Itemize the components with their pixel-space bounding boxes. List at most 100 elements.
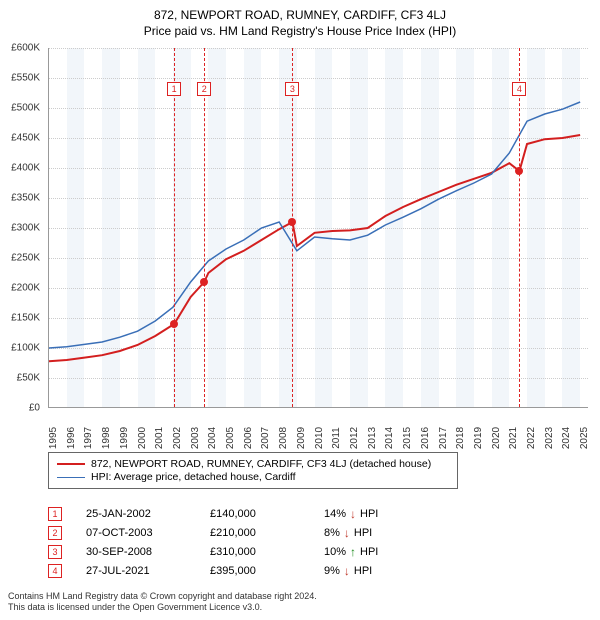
x-tick-label: 2013 bbox=[367, 427, 378, 449]
chart-lines-svg bbox=[49, 48, 588, 407]
event-pct: 14% ↓ HPI bbox=[324, 507, 434, 521]
event-price: £210,000 bbox=[210, 527, 300, 539]
x-tick-label: 2017 bbox=[438, 427, 449, 449]
x-tick-label: 2005 bbox=[225, 427, 236, 449]
marker-dot bbox=[515, 167, 523, 175]
y-tick-label: £100K bbox=[11, 343, 40, 354]
y-tick-label: £150K bbox=[11, 313, 40, 324]
x-tick-label: 2010 bbox=[314, 427, 325, 449]
arrow-up-icon: ↑ bbox=[350, 545, 356, 559]
marker-box: 2 bbox=[197, 82, 211, 96]
legend-swatch bbox=[57, 477, 85, 478]
x-tick-label: 1998 bbox=[101, 427, 112, 449]
event-number-box: 3 bbox=[48, 545, 62, 559]
legend-label: HPI: Average price, detached house, Card… bbox=[91, 471, 296, 483]
y-tick-label: £300K bbox=[11, 223, 40, 234]
legend-item: HPI: Average price, detached house, Card… bbox=[57, 471, 449, 483]
event-row: 1 25-JAN-2002 £140,000 14% ↓ HPI bbox=[48, 507, 434, 521]
x-axis: 1995 1996 1997 1998 1999 2000 2001 2002 2003 2004… bbox=[48, 410, 588, 450]
x-tick-label: 2021 bbox=[508, 427, 519, 449]
event-date: 07-OCT-2003 bbox=[86, 527, 186, 539]
x-tick-label: 2022 bbox=[526, 427, 537, 449]
legend-item: 872, NEWPORT ROAD, RUMNEY, CARDIFF, CF3 … bbox=[57, 458, 449, 470]
chart-plot-area: 1 2 3 4 bbox=[48, 48, 588, 408]
x-tick-label: 2001 bbox=[154, 427, 165, 449]
event-price: £310,000 bbox=[210, 546, 300, 558]
x-tick-label: 2020 bbox=[491, 427, 502, 449]
event-pct: 8% ↓ HPI bbox=[324, 526, 434, 540]
chart-legend: 872, NEWPORT ROAD, RUMNEY, CARDIFF, CF3 … bbox=[48, 452, 458, 489]
footer-attribution: Contains HM Land Registry data © Crown c… bbox=[8, 591, 317, 614]
marker-dot bbox=[170, 320, 178, 328]
x-tick-label: 2002 bbox=[172, 427, 183, 449]
y-tick-label: £200K bbox=[11, 283, 40, 294]
x-tick-label: 2011 bbox=[331, 427, 342, 449]
x-tick-label: 2003 bbox=[190, 427, 201, 449]
x-tick-label: 2024 bbox=[561, 427, 572, 449]
x-tick-label: 2009 bbox=[296, 427, 307, 449]
event-date: 27-JUL-2021 bbox=[86, 565, 186, 577]
y-tick-label: £450K bbox=[11, 133, 40, 144]
y-axis: £0£50K£100K£150K£200K£250K£300K£350K£400… bbox=[0, 48, 44, 408]
x-tick-label: 2014 bbox=[384, 427, 395, 449]
chart-header: 872, NEWPORT ROAD, RUMNEY, CARDIFF, CF3 … bbox=[0, 0, 600, 42]
marker-line bbox=[519, 48, 520, 407]
y-tick-label: £0 bbox=[29, 403, 40, 414]
chart-title: 872, NEWPORT ROAD, RUMNEY, CARDIFF, CF3 … bbox=[0, 8, 600, 22]
event-price: £395,000 bbox=[210, 565, 300, 577]
y-tick-label: £250K bbox=[11, 253, 40, 264]
legend-label: 872, NEWPORT ROAD, RUMNEY, CARDIFF, CF3 … bbox=[91, 458, 431, 470]
event-row: 3 30-SEP-2008 £310,000 10% ↑ HPI bbox=[48, 545, 434, 559]
marker-box: 4 bbox=[512, 82, 526, 96]
footer-line1: Contains HM Land Registry data © Crown c… bbox=[8, 591, 317, 603]
event-price: £140,000 bbox=[210, 508, 300, 520]
x-tick-label: 1996 bbox=[66, 427, 77, 449]
x-tick-label: 2015 bbox=[402, 427, 413, 449]
x-tick-label: 2012 bbox=[349, 427, 360, 449]
x-tick-label: 2019 bbox=[473, 427, 484, 449]
x-tick-label: 2008 bbox=[278, 427, 289, 449]
legend-swatch bbox=[57, 463, 85, 465]
x-tick-label: 2006 bbox=[243, 427, 254, 449]
event-date: 25-JAN-2002 bbox=[86, 508, 186, 520]
x-tick-label: 2025 bbox=[579, 427, 590, 449]
y-tick-label: £400K bbox=[11, 163, 40, 174]
event-row: 2 07-OCT-2003 £210,000 8% ↓ HPI bbox=[48, 526, 434, 540]
series-line-property bbox=[49, 135, 580, 361]
marker-dot bbox=[200, 278, 208, 286]
x-tick-label: 2000 bbox=[137, 427, 148, 449]
marker-line bbox=[204, 48, 205, 407]
y-tick-label: £500K bbox=[11, 103, 40, 114]
events-table: 1 25-JAN-2002 £140,000 14% ↓ HPI 2 07-OCT-200… bbox=[48, 502, 434, 583]
event-number-box: 1 bbox=[48, 507, 62, 521]
x-tick-label: 1999 bbox=[119, 427, 130, 449]
y-tick-label: £350K bbox=[11, 193, 40, 204]
x-tick-label: 1997 bbox=[83, 427, 94, 449]
marker-box: 1 bbox=[167, 82, 181, 96]
event-row: 4 27-JUL-2021 £395,000 9% ↓ HPI bbox=[48, 564, 434, 578]
x-tick-label: 1995 bbox=[48, 427, 59, 449]
event-pct: 9% ↓ HPI bbox=[324, 564, 434, 578]
event-pct: 10% ↑ HPI bbox=[324, 545, 434, 559]
marker-line bbox=[174, 48, 175, 407]
y-tick-label: £50K bbox=[17, 373, 40, 384]
chart-subtitle: Price paid vs. HM Land Registry's House … bbox=[0, 24, 600, 38]
marker-line bbox=[292, 48, 293, 407]
x-tick-label: 2016 bbox=[420, 427, 431, 449]
x-tick-label: 2007 bbox=[260, 427, 271, 449]
arrow-down-icon: ↓ bbox=[350, 507, 356, 521]
x-tick-label: 2004 bbox=[207, 427, 218, 449]
marker-dot bbox=[288, 218, 296, 226]
footer-line2: This data is licensed under the Open Gov… bbox=[8, 602, 317, 614]
y-tick-label: £600K bbox=[11, 43, 40, 54]
x-tick-label: 2023 bbox=[544, 427, 555, 449]
y-tick-label: £550K bbox=[11, 73, 40, 84]
event-number-box: 4 bbox=[48, 564, 62, 578]
arrow-down-icon: ↓ bbox=[344, 526, 350, 540]
event-number-box: 2 bbox=[48, 526, 62, 540]
series-line-hpi bbox=[49, 102, 580, 348]
arrow-down-icon: ↓ bbox=[344, 564, 350, 578]
x-tick-label: 2018 bbox=[455, 427, 466, 449]
event-date: 30-SEP-2008 bbox=[86, 546, 186, 558]
marker-box: 3 bbox=[285, 82, 299, 96]
